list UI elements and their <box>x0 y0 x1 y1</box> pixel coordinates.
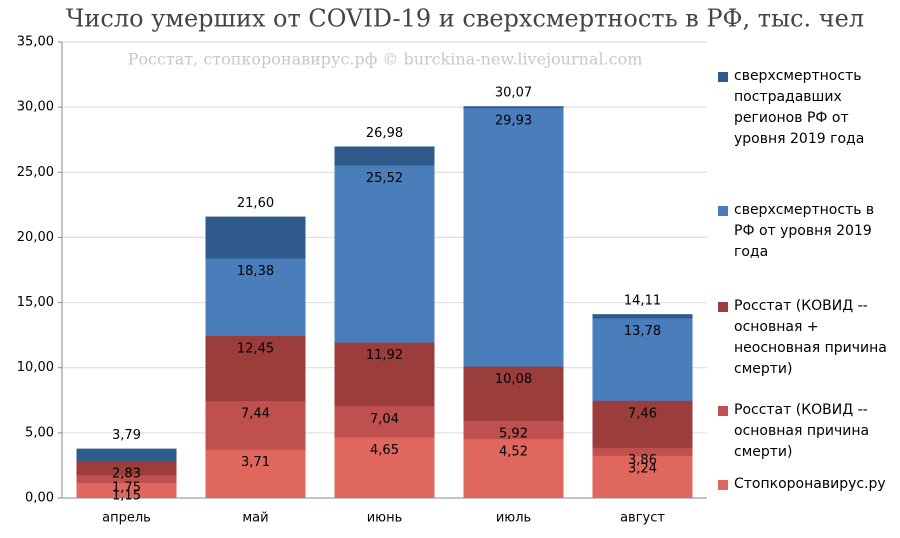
data-label: 4,52 <box>499 445 528 460</box>
data-label: 3,86 <box>628 453 657 468</box>
legend-swatch <box>718 302 728 312</box>
legend-label: Росстат (КОВИД -- основная + неосновная … <box>734 298 887 377</box>
data-label: 3,79 <box>112 428 141 443</box>
y-tick-label: 10,00 <box>17 360 54 375</box>
data-label: 4,65 <box>370 443 399 458</box>
legend-swatch <box>718 480 728 490</box>
legend-item: Росстат (КОВИД -- основная причина смерт… <box>718 400 893 463</box>
bar <box>463 439 564 498</box>
data-label: 21,60 <box>237 196 274 211</box>
data-label: 5,92 <box>499 426 528 441</box>
x-tick-label: май <box>242 511 268 526</box>
bar <box>592 455 693 498</box>
legend-label: Стопкоронавирус.ру <box>734 476 886 492</box>
legend-swatch <box>718 72 728 82</box>
data-label: 1,75 <box>112 481 141 496</box>
bar <box>334 437 435 498</box>
data-label: 7,46 <box>628 406 657 421</box>
y-tick-label: 25,00 <box>17 165 54 180</box>
bar <box>205 449 306 498</box>
legend-swatch <box>718 206 728 216</box>
chart-title: Число умерших от COVID-19 и сверхсмертно… <box>66 5 864 33</box>
data-label: 25,52 <box>366 171 403 186</box>
data-label: 10,08 <box>495 372 532 387</box>
bar <box>76 483 177 498</box>
legend-item: Росстат (КОВИД -- основная + неосновная … <box>718 296 893 380</box>
data-label: 1,15 <box>112 489 141 504</box>
x-tick-label: июнь <box>367 511 403 526</box>
data-label: 3,24 <box>628 461 657 476</box>
data-label: 13,78 <box>624 324 661 339</box>
data-label: 12,45 <box>237 341 274 356</box>
x-tick-label: июль <box>496 511 531 526</box>
data-label: 3,71 <box>241 455 270 470</box>
data-label: 26,98 <box>366 126 403 141</box>
chart-subtitle: Росстат, стопкоронавирус.рф © burckina-n… <box>128 50 643 69</box>
y-tick-label: 30,00 <box>17 100 54 115</box>
y-tick-label: 15,00 <box>17 295 54 310</box>
legend-label: Росстат (КОВИД -- основная причина смерт… <box>734 402 870 460</box>
data-label: 14,11 <box>624 294 661 309</box>
data-label: 7,44 <box>241 407 270 422</box>
data-label: 11,92 <box>366 348 403 363</box>
legend-item: Стопкоронавирус.ру <box>718 474 893 495</box>
x-tick-label: апрель <box>102 511 151 526</box>
y-tick-label: 5,00 <box>25 425 54 440</box>
y-tick-label: 20,00 <box>17 230 54 245</box>
y-tick-label: 35,00 <box>17 35 54 50</box>
legend-label: сверхсмертность пострадавших регионов РФ… <box>734 68 865 147</box>
x-tick-label: август <box>620 511 665 526</box>
data-label: 7,04 <box>370 412 399 427</box>
data-label: 30,07 <box>495 86 532 101</box>
y-tick-label: 0,00 <box>25 491 54 506</box>
data-label: 18,38 <box>237 264 274 279</box>
data-label: 29,93 <box>495 114 532 129</box>
data-label: 2,83 <box>112 467 141 482</box>
legend-label: сверхсмертность в РФ от уровня 2019 года <box>734 202 875 260</box>
legend-item: сверхсмертность пострадавших регионов РФ… <box>718 66 893 150</box>
legend-swatch <box>718 406 728 416</box>
legend-item: сверхсмертность в РФ от уровня 2019 года <box>718 200 893 263</box>
